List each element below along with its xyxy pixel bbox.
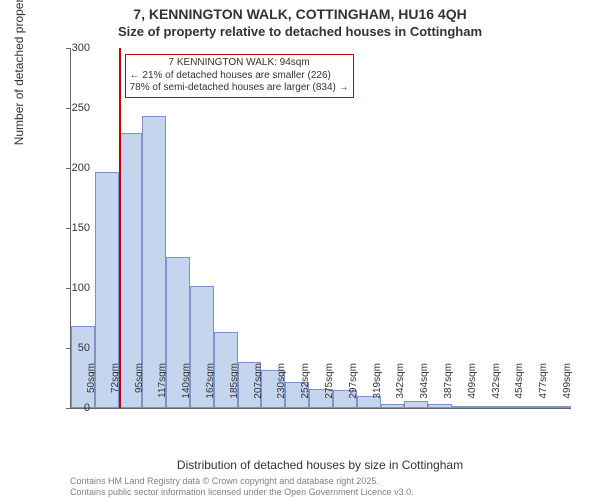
xtick-label: 499sqm xyxy=(562,363,573,413)
ytick-label: 150 xyxy=(72,222,90,234)
ytick-mark xyxy=(66,108,71,109)
annotation-line2: ← 21% of detached houses are smaller (22… xyxy=(130,70,349,83)
annotation-box: 7 KENNINGTON WALK: 94sqm← 21% of detache… xyxy=(125,54,354,98)
reference-line xyxy=(119,48,121,408)
ytick-label: 0 xyxy=(84,402,90,414)
ytick-mark xyxy=(66,408,71,409)
histogram-chart: 7, KENNINGTON WALK, COTTINGHAM, HU16 4QH… xyxy=(0,0,600,500)
ytick-label: 200 xyxy=(72,162,90,174)
ytick-mark xyxy=(66,48,71,49)
footer-line2: Contains public sector information licen… xyxy=(70,487,414,498)
chart-title-line2: Size of property relative to detached ho… xyxy=(0,24,600,39)
ytick-label: 300 xyxy=(72,42,90,54)
plot-area: 50sqm72sqm95sqm117sqm140sqm162sqm185sqm2… xyxy=(70,48,571,409)
annotation-line3: 78% of semi-detached houses are larger (… xyxy=(130,82,349,95)
footer-line1: Contains HM Land Registry data © Crown c… xyxy=(70,476,414,487)
annotation-line1: 7 KENNINGTON WALK: 94sqm xyxy=(130,57,349,70)
y-axis-label: Number of detached properties xyxy=(12,0,26,145)
footer-attribution: Contains HM Land Registry data © Crown c… xyxy=(70,476,414,498)
ytick-mark xyxy=(66,168,71,169)
ytick-label: 50 xyxy=(78,342,90,354)
ytick-mark xyxy=(66,228,71,229)
ytick-label: 100 xyxy=(72,282,90,294)
x-axis-label: Distribution of detached houses by size … xyxy=(70,458,570,472)
ytick-label: 250 xyxy=(72,102,90,114)
ytick-mark xyxy=(66,288,71,289)
chart-title-line1: 7, KENNINGTON WALK, COTTINGHAM, HU16 4QH xyxy=(0,6,600,22)
